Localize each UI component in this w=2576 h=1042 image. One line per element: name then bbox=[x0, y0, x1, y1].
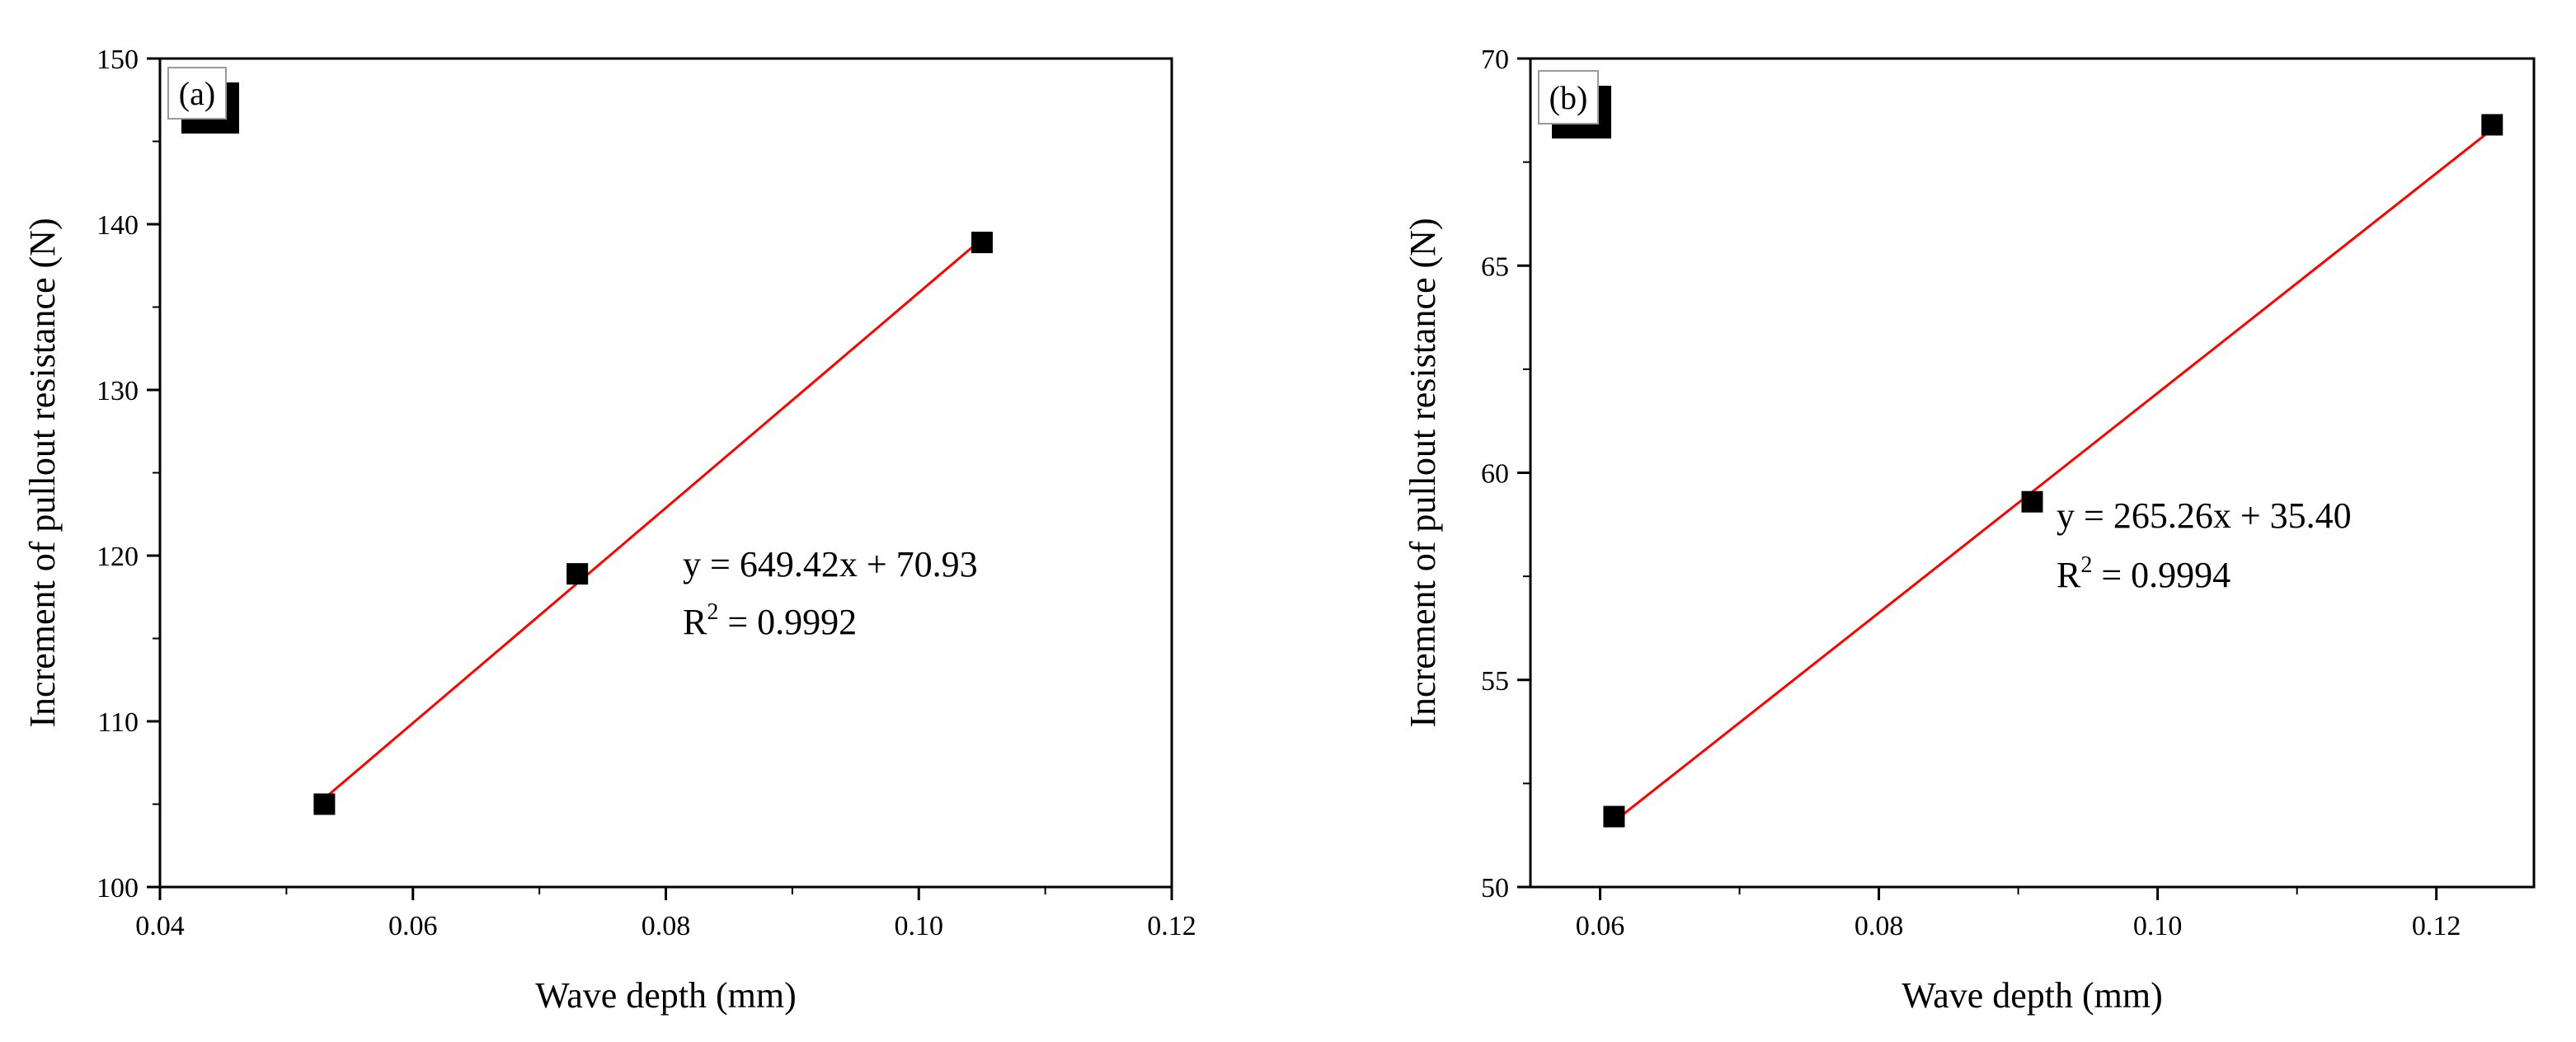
chart1-data-point bbox=[971, 232, 993, 254]
chart2-panel-tag-box bbox=[1538, 70, 1599, 124]
chart2-y-tick-label: 50 bbox=[1481, 873, 1509, 904]
chart1-fit-line bbox=[323, 237, 983, 800]
chart2-x-tick-label: 0.12 bbox=[2412, 911, 2461, 941]
chart1-x-tick-label: 0.04 bbox=[135, 911, 185, 941]
chart1-x-tick-label: 0.06 bbox=[388, 911, 438, 941]
chart1-panel-tag-box bbox=[167, 67, 227, 120]
chart2-y-tick-label: 60 bbox=[1481, 459, 1509, 490]
chart1-r2-superscript: 2 bbox=[707, 599, 718, 625]
chart1-y-tick-label: 120 bbox=[96, 542, 139, 572]
chart1-y-axis-title: Increment of pullout resistance (N) bbox=[22, 218, 63, 727]
chart1-panel-label: (a) bbox=[179, 75, 215, 112]
chart2-y-tick-label: 70 bbox=[1481, 45, 1509, 75]
chart2-data-point bbox=[2021, 490, 2043, 513]
chart2-y-tick-label: 55 bbox=[1481, 666, 1509, 697]
chart2-frame bbox=[1529, 57, 2536, 889]
chart2-x-tick-label: 0.06 bbox=[1576, 911, 1625, 941]
chart2-r2-value: = 0.9994 bbox=[2092, 555, 2230, 595]
chart2-data-point bbox=[2481, 114, 2503, 136]
chart1-x-axis-title: Wave depth (mm) bbox=[535, 975, 797, 1016]
chart2: 0.06 0.08 0.10 0.12 50 55 60 65 70 Wave depth (mm… bbox=[1403, 45, 2536, 1016]
chart1-y-tick-label: 110 bbox=[97, 707, 139, 738]
chart1-x-tick-label: 0.08 bbox=[642, 911, 691, 941]
chart1-data-point bbox=[313, 793, 336, 815]
chart1-y-tick-label: 140 bbox=[96, 210, 139, 241]
chart2-y-axis-title: Increment of pullout resistance (N) bbox=[1403, 218, 1443, 727]
chart2-r2-prefix: R bbox=[2057, 555, 2081, 595]
chart1-y-tick-label: 130 bbox=[96, 376, 139, 406]
chart1-y-tick-label: 100 bbox=[96, 873, 139, 904]
chart2-x-tick-label: 0.08 bbox=[1854, 911, 1904, 941]
chart1-r2-annotation: R2 = 0.9992 bbox=[683, 599, 857, 642]
chart2-fit-equation: y = 265.26x + 35.40 bbox=[2057, 495, 2352, 536]
chart1-frame bbox=[158, 57, 1173, 889]
chart2-y-tick-label: 65 bbox=[1481, 251, 1509, 282]
chart1-r2-value: = 0.9992 bbox=[718, 602, 857, 642]
chart2-panel-label: (b) bbox=[1549, 79, 1588, 116]
chart1-fit-equation: y = 649.42x + 70.93 bbox=[683, 544, 978, 584]
chart1-data-point bbox=[566, 563, 589, 585]
chart1: 0.04 0.06 0.08 0.10 0.12 100 110 120 130 140 150 Wa… bbox=[22, 45, 1196, 1016]
chart2-data-point bbox=[1603, 805, 1625, 828]
chart2-x-tick-label: 0.10 bbox=[2133, 911, 2183, 941]
chart2-x-axis-title: Wave depth (mm) bbox=[1901, 975, 2163, 1016]
chart1-r2-prefix: R bbox=[683, 602, 707, 642]
chart2-r2-annotation: R2 = 0.9994 bbox=[2057, 552, 2230, 595]
chart1-y-tick-label: 150 bbox=[96, 45, 139, 75]
chart1-x-tick-label: 0.12 bbox=[1147, 911, 1196, 941]
chart2-fit-line bbox=[1613, 128, 2494, 823]
chart1-x-tick-label: 0.10 bbox=[895, 911, 944, 941]
chart2-r2-superscript: 2 bbox=[2080, 552, 2092, 578]
